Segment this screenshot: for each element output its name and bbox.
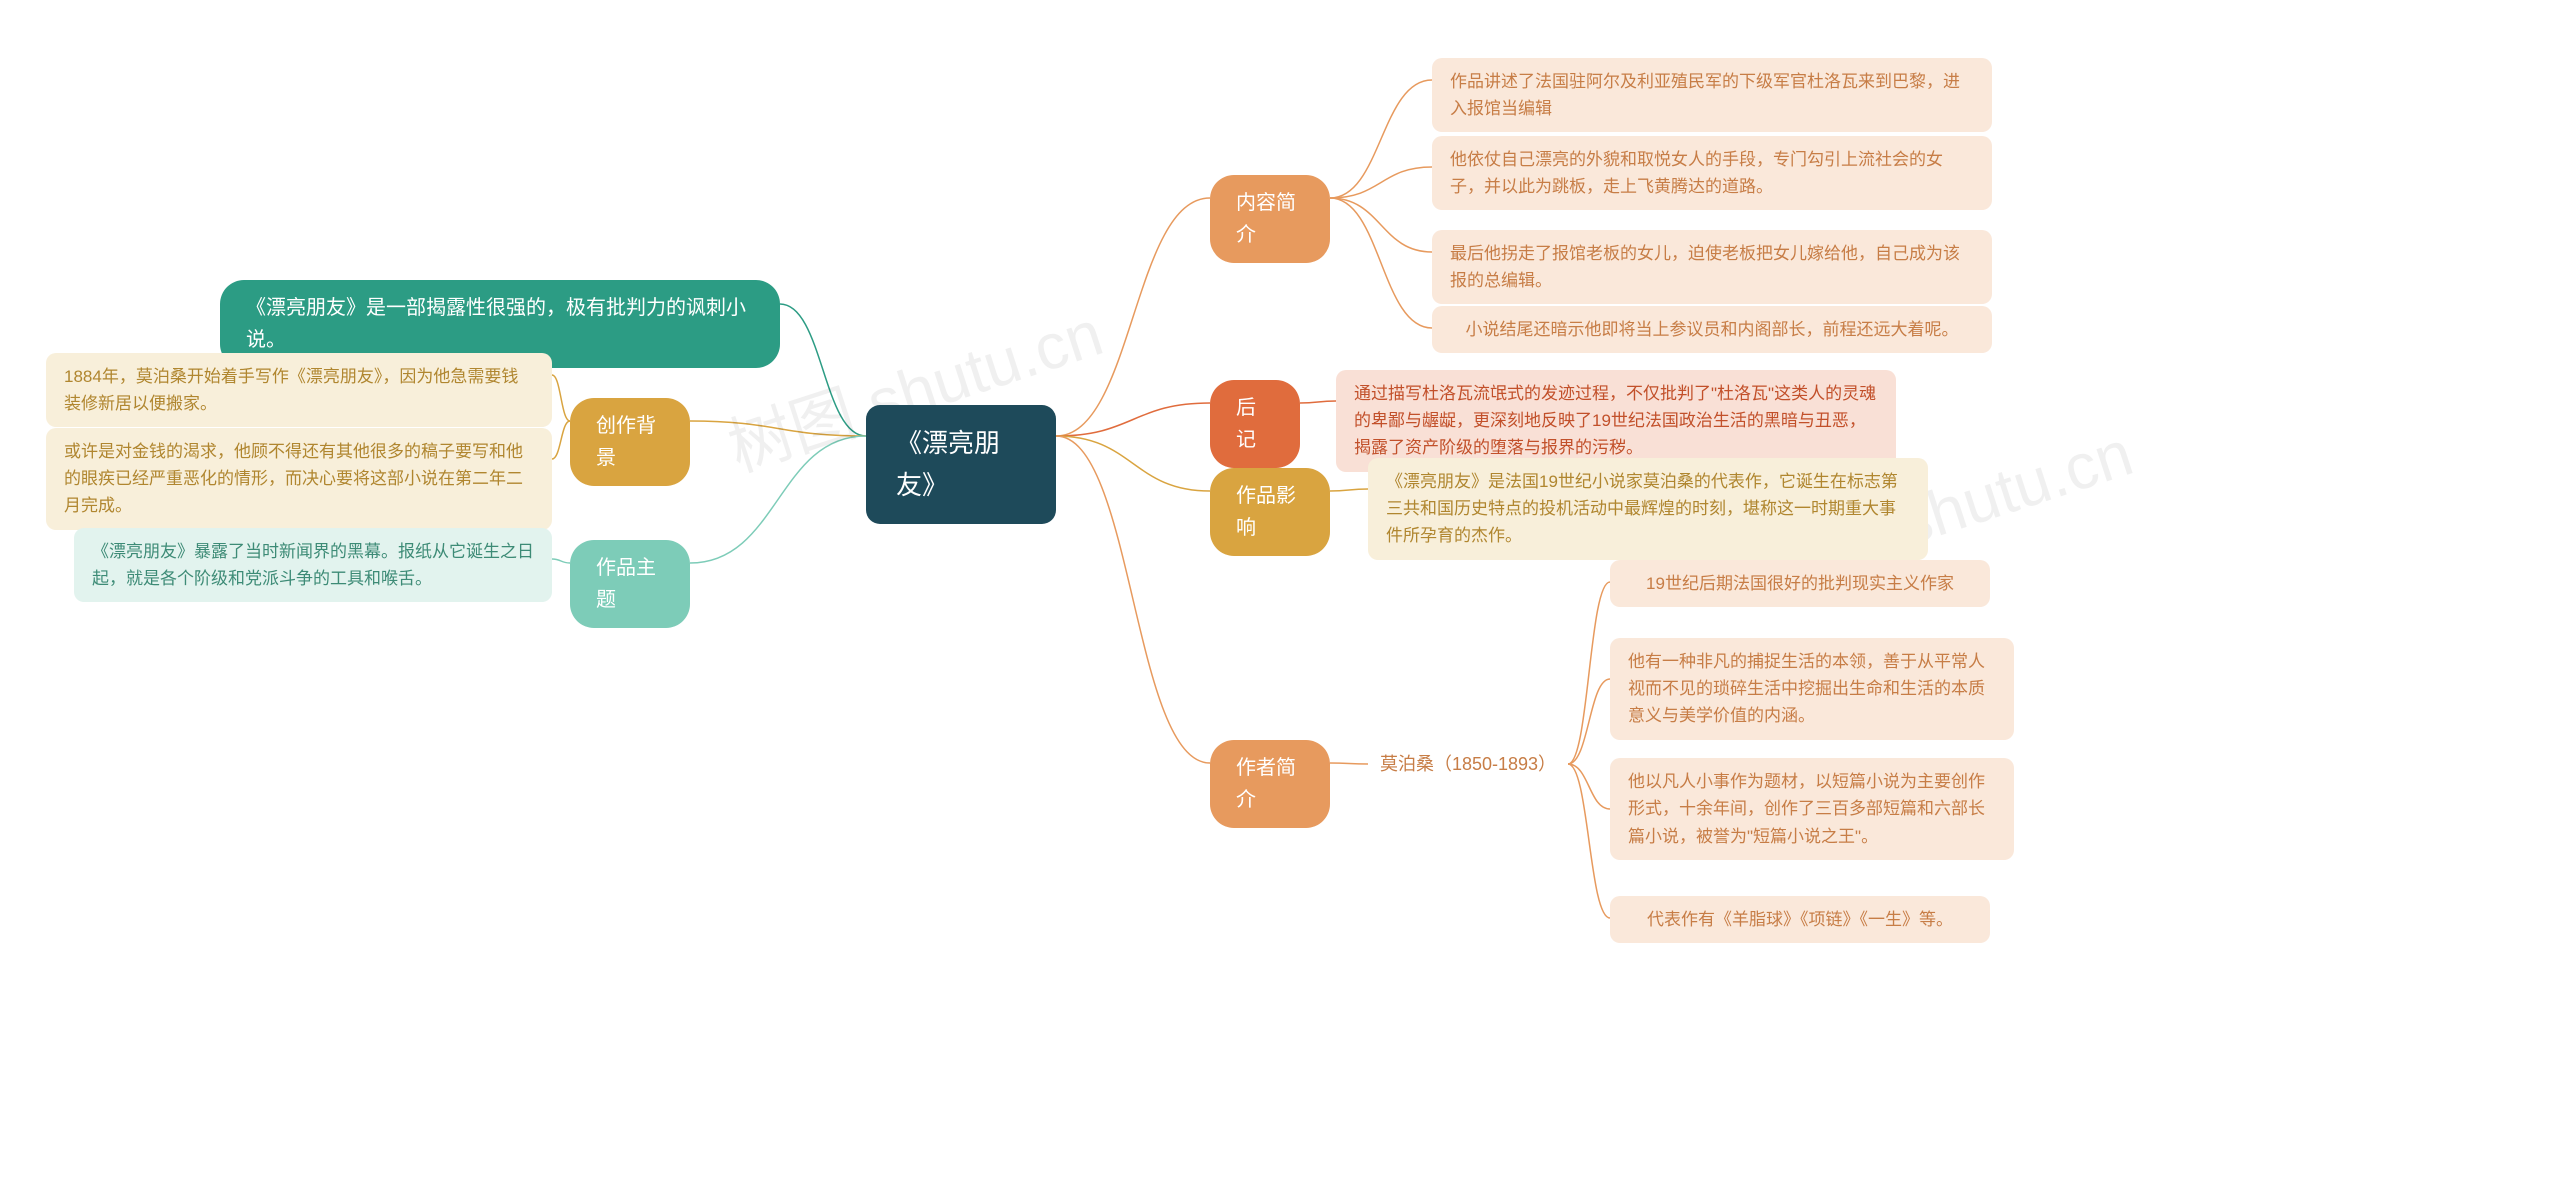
- author-leaf-0: 19世纪后期法国很好的批判现实主义作家: [1610, 560, 1990, 607]
- influence-leaf-0: 《漂亮朋友》是法国19世纪小说家莫泊桑的代表作，它诞生在标志第三共和国历史特点的…: [1368, 458, 1928, 560]
- theme: 作品主题: [570, 540, 690, 628]
- content-summary-leaf-1: 他依仗自己漂亮的外貌和取悦女人的手段，专门勾引上流社会的女子，并以此为跳板，走上…: [1432, 136, 1992, 210]
- author-leaf-1: 他有一种非凡的捕捉生活的本领，善于从平常人视而不见的琐碎生活中挖掘出生命和生活的…: [1610, 638, 2014, 740]
- author-leaf-2: 他以凡人小事作为题材，以短篇小说为主要创作形式，十余年间，创作了三百多部短篇和六…: [1610, 758, 2014, 860]
- creation-bg-leaf-1: 或许是对金钱的渴求，他顾不得还有其他很多的稿子要写和他的眼疾已经严重恶化的情形，…: [46, 428, 552, 530]
- content-summary-leaf-0: 作品讲述了法国驻阿尔及利亚殖民军的下级军官杜洛瓦来到巴黎，进入报馆当编辑: [1432, 58, 1992, 132]
- content-summary-leaf-2: 最后他拐走了报馆老板的女儿，迫使老板把女儿嫁给他，自己成为该报的总编辑。: [1432, 230, 1992, 304]
- theme-leaf-0: 《漂亮朋友》暴露了当时新闻界的黑幕。报纸从它诞生之日起，就是各个阶级和党派斗争的…: [74, 528, 552, 602]
- postscript: 后记: [1210, 380, 1300, 468]
- author-sub: 莫泊桑（1850-1893）: [1368, 746, 1568, 783]
- root-node: 《漂亮朋友》: [866, 405, 1056, 524]
- author-leaf-3: 代表作有《羊脂球》《项链》《一生》等。: [1610, 896, 1990, 943]
- creation-bg-leaf-0: 1884年，莫泊桑开始着手写作《漂亮朋友》，因为他急需要钱装修新居以便搬家。: [46, 353, 552, 427]
- author: 作者简介: [1210, 740, 1330, 828]
- content-summary: 内容简介: [1210, 175, 1330, 263]
- creation-bg: 创作背景: [570, 398, 690, 486]
- influence: 作品影响: [1210, 468, 1330, 556]
- postscript-leaf-0: 通过描写杜洛瓦流氓式的发迹过程，不仅批判了"杜洛瓦"这类人的灵魂的卑鄙与龌龊，更…: [1336, 370, 1896, 472]
- content-summary-leaf-3: 小说结尾还暗示他即将当上参议员和内阁部长，前程还远大着呢。: [1432, 306, 1992, 353]
